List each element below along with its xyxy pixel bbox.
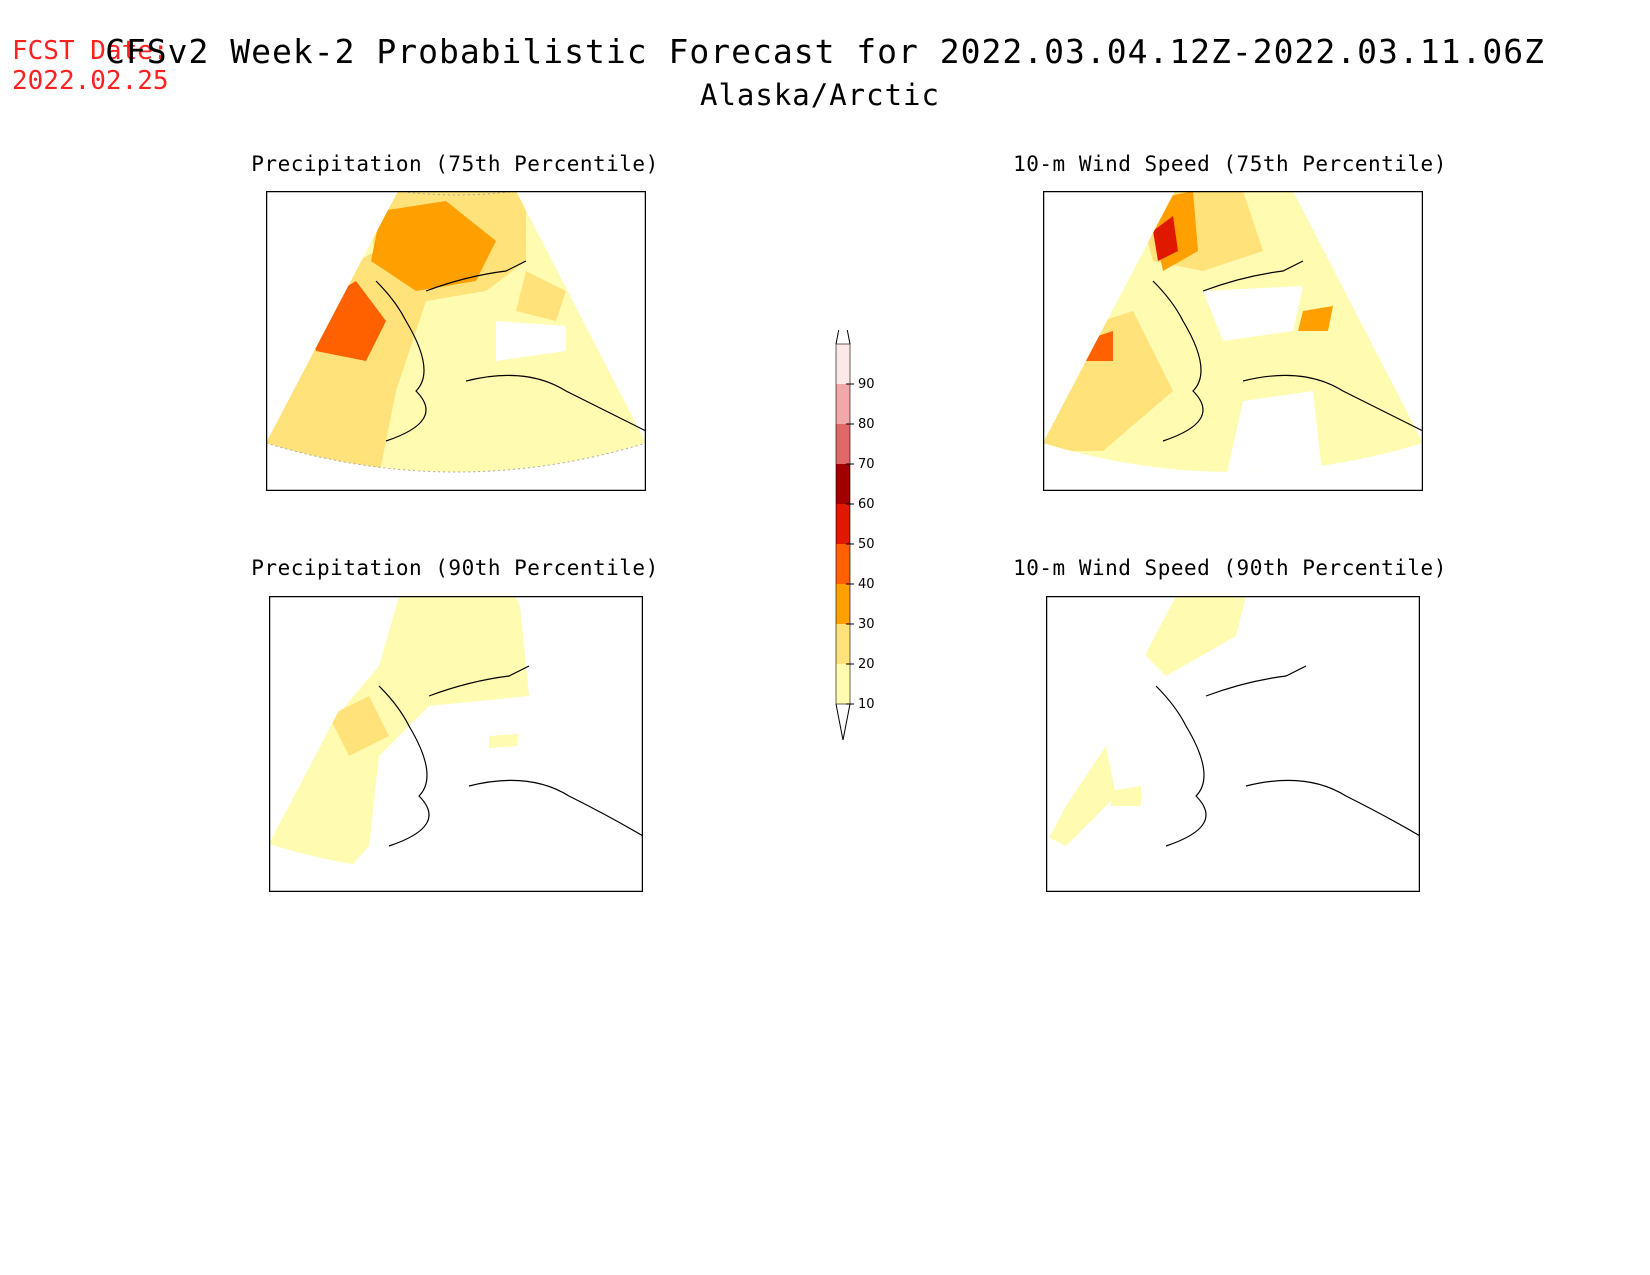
colorbar-bottom-tip: [835, 703, 851, 741]
panel-title-precip-75: Precipitation (75th Percentile): [251, 152, 659, 176]
colorbar-tick-label: 20: [858, 657, 875, 672]
map-wind-75: [1043, 191, 1423, 491]
colorbar-tick-label: 80: [858, 417, 875, 432]
colorbar-top-tip: [835, 307, 851, 345]
colorbar-swatch: [836, 544, 850, 584]
forecast-date-label: FCST Date:: [12, 36, 169, 66]
colorbar-tick-label: 30: [858, 617, 875, 632]
colorbar-swatch: [836, 504, 850, 544]
forecast-date-value: 2022.02.25: [12, 66, 169, 96]
colorbar-tick-label: 50: [858, 537, 875, 552]
map-precip-75: [266, 191, 646, 491]
panel-title-wind-90: 10-m Wind Speed (90th Percentile): [1013, 556, 1447, 580]
colorbar-outline: [835, 343, 851, 705]
colorbar-tick-label: 90: [858, 377, 875, 392]
forecast-date: FCST Date: 2022.02.25: [12, 36, 169, 96]
colorbar-swatches: 10 20 30 40 50 60 70 80 90: [835, 307, 875, 741]
map-wind-90: [1046, 596, 1420, 892]
page-title: CFSv2 Week-2 Probabilistic Forecast for …: [105, 32, 1545, 71]
colorbar-swatch: [836, 464, 850, 504]
colorbar-tick-label: 70: [858, 457, 875, 472]
colorbar-swatch: [836, 344, 850, 384]
colorbar-tick-label: 10: [858, 697, 875, 712]
colorbar-swatch: [836, 664, 850, 704]
map-precip-90: [269, 596, 643, 892]
colorbar-tick-label: 60: [858, 497, 875, 512]
colorbar-swatch: [836, 424, 850, 464]
colorbar-swatch: [836, 624, 850, 664]
colorbar-tick-label: 40: [858, 577, 875, 592]
colorbar-swatch: [836, 384, 850, 424]
colorbar-swatch: [836, 584, 850, 624]
panel-title-precip-90: Precipitation (90th Percentile): [251, 556, 659, 580]
panel-title-wind-75: 10-m Wind Speed (75th Percentile): [1013, 152, 1447, 176]
colorbar: 10 20 30 40 50 60 70 80 90: [820, 307, 900, 754]
region-title: Alaska/Arctic: [700, 78, 940, 112]
